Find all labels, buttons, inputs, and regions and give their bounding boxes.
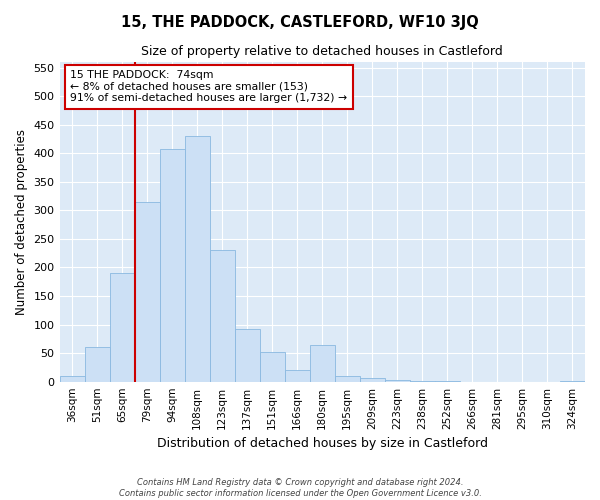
Y-axis label: Number of detached properties: Number of detached properties: [15, 129, 28, 315]
Text: Contains HM Land Registry data © Crown copyright and database right 2024.
Contai: Contains HM Land Registry data © Crown c…: [119, 478, 481, 498]
Bar: [59, 376, 85, 382]
Bar: [360, 378, 385, 382]
X-axis label: Distribution of detached houses by size in Castleford: Distribution of detached houses by size …: [157, 437, 488, 450]
Bar: [209, 250, 235, 382]
Bar: [260, 352, 285, 382]
Text: 15 THE PADDOCK:  74sqm
← 8% of detached houses are smaller (153)
91% of semi-det: 15 THE PADDOCK: 74sqm ← 8% of detached h…: [70, 70, 347, 103]
Bar: [335, 376, 360, 382]
Text: 15, THE PADDOCK, CASTLEFORD, WF10 3JQ: 15, THE PADDOCK, CASTLEFORD, WF10 3JQ: [121, 15, 479, 30]
Bar: [385, 380, 410, 382]
Bar: [85, 348, 110, 382]
Bar: [110, 273, 134, 382]
Bar: [235, 329, 260, 382]
Bar: [560, 381, 585, 382]
Bar: [185, 136, 209, 382]
Bar: [285, 370, 310, 382]
Bar: [410, 381, 435, 382]
Bar: [435, 381, 460, 382]
Bar: [160, 150, 185, 382]
Bar: [310, 344, 335, 382]
Title: Size of property relative to detached houses in Castleford: Size of property relative to detached ho…: [142, 45, 503, 58]
Bar: [134, 202, 160, 382]
